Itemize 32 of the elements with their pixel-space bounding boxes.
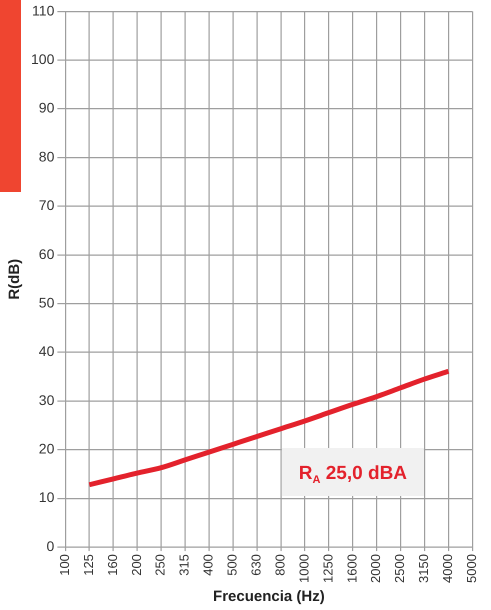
x-tick-label: 2500 — [392, 554, 408, 583]
x-tick-label: 315 — [176, 554, 192, 576]
x-axis-title: Frecuencia (Hz) — [213, 588, 325, 606]
x-tick-label: 2000 — [368, 554, 384, 583]
x-tick-label: 4000 — [440, 554, 456, 583]
x-tick-label: 800 — [272, 554, 288, 576]
y-tick-label: 90 — [38, 100, 55, 116]
x-tick-label: 5000 — [464, 554, 479, 583]
x-tick-label: 160 — [104, 554, 120, 576]
y-tick-label: 20 — [38, 440, 55, 457]
y-tick-label: 0 — [46, 538, 55, 554]
x-tick-label: 1000 — [296, 554, 312, 583]
y-tick-label: 40 — [38, 343, 55, 360]
x-tick-label: 400 — [200, 554, 216, 576]
x-tick-label: 1250 — [320, 554, 336, 583]
x-tick-label: 500 — [224, 554, 240, 576]
x-tick-label: 100 — [56, 554, 72, 576]
y-axis-title: R(dB) — [6, 258, 24, 300]
y-tick-label: 10 — [38, 489, 55, 506]
y-tick-label: 110 — [32, 2, 55, 18]
x-tick-label: 200 — [128, 554, 144, 576]
x-tick-label: 1600 — [344, 554, 360, 583]
y-tick-label: 70 — [38, 197, 55, 214]
y-tick-label: 100 — [31, 50, 55, 67]
x-tick-label: 250 — [152, 554, 168, 576]
y-tick-label: 80 — [38, 148, 55, 164]
x-tick-label: 630 — [248, 554, 264, 576]
y-tick-label: 60 — [38, 246, 55, 262]
y-tick-label: 30 — [38, 392, 55, 408]
x-tick-label: 125 — [80, 554, 96, 576]
y-tick-label: 50 — [38, 294, 55, 310]
x-tick-label: 3150 — [416, 554, 432, 583]
